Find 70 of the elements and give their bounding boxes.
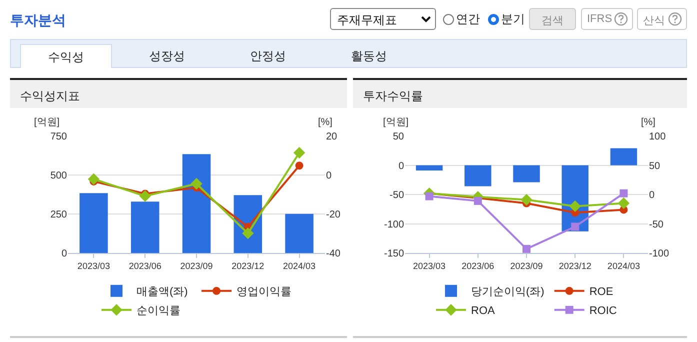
x-tick-label: 2023/03: [77, 260, 110, 271]
y-tick-label: 250: [50, 210, 68, 220]
y2-axis-title: [%]: [318, 117, 333, 128]
text: 주재무제표: [330, 8, 436, 30]
y2-tick-label: 0: [649, 190, 655, 201]
x-tick-label: 2023/03: [413, 260, 446, 271]
y2-tick-label: 20: [326, 132, 338, 142]
y2-tick-label: 100: [649, 132, 666, 142]
x-tick-label: 2023/12: [232, 260, 264, 271]
bar: [80, 193, 108, 253]
point: [190, 178, 202, 190]
legend-label: 매출액(좌): [136, 286, 188, 298]
x-tick-label: 2023/06: [462, 260, 494, 271]
text: 활동성: [350, 48, 388, 65]
text: 연간: [456, 11, 480, 28]
y-tick-label: -100: [384, 219, 404, 230]
point: [293, 146, 306, 159]
x-tick-label: 2024/03: [607, 260, 640, 271]
point: [620, 189, 628, 198]
y2-tick-label: -100: [649, 248, 670, 260]
x-tick-label: 2023/06: [128, 260, 162, 271]
y-tick-label: 750: [50, 132, 68, 142]
text: 산식: [643, 15, 665, 27]
legend-label: ROIC: [589, 305, 617, 318]
y-tick-label: 0: [398, 160, 404, 172]
legend-label: 당기순이익(좌): [471, 286, 544, 298]
text: 분기: [501, 11, 525, 28]
x-tick-label: 2024/03: [283, 260, 316, 271]
text: 성장성: [148, 48, 186, 65]
x-tick-label: 2023/12: [558, 260, 592, 271]
legend-label: 영업이익률: [236, 286, 292, 298]
point: [618, 197, 630, 210]
point: [242, 227, 254, 240]
x-tick-label: 2023/09: [180, 260, 213, 271]
x-tick-label: 2023/09: [510, 260, 543, 271]
text: IFRS: [587, 13, 612, 25]
y2-tick-label: -40: [326, 248, 341, 260]
text: 안정성: [249, 48, 287, 65]
point: [522, 244, 530, 253]
y-tick-label: 0: [61, 248, 68, 260]
y2-tick-label: 0: [326, 170, 332, 182]
point: [425, 192, 434, 200]
legend-label: 순이익률: [136, 305, 180, 318]
point: [474, 196, 482, 205]
bar: [285, 214, 314, 253]
legend-label: ROE: [589, 286, 614, 298]
y-axis-title: [억원]: [383, 117, 409, 128]
chart-title: 수익성지표: [10, 80, 347, 108]
point: [520, 194, 532, 206]
y-tick-label: -50: [390, 190, 404, 201]
chart-title: 투자수익률: [353, 80, 687, 108]
bar: [130, 202, 160, 253]
text: 수익성: [20, 44, 112, 68]
y-axis-title: [억원]: [34, 117, 60, 128]
point: [139, 190, 151, 202]
text: 투자분석: [10, 12, 66, 30]
y2-tick-label: 50: [649, 160, 661, 172]
y2-tick-label: -20: [326, 210, 341, 220]
y2-axis-title: [%]: [641, 117, 656, 128]
y-tick-label: -150: [384, 248, 404, 260]
point: [88, 173, 100, 185]
y-tick-label: 50: [392, 132, 404, 142]
text: 검색: [529, 8, 576, 30]
bar: [182, 154, 211, 253]
y2-tick-label: -50: [649, 219, 664, 230]
legend-label: ROA: [471, 305, 496, 318]
point: [295, 162, 304, 170]
point: [571, 222, 580, 231]
y-tick-label: 500: [50, 170, 68, 182]
point: [569, 200, 581, 212]
